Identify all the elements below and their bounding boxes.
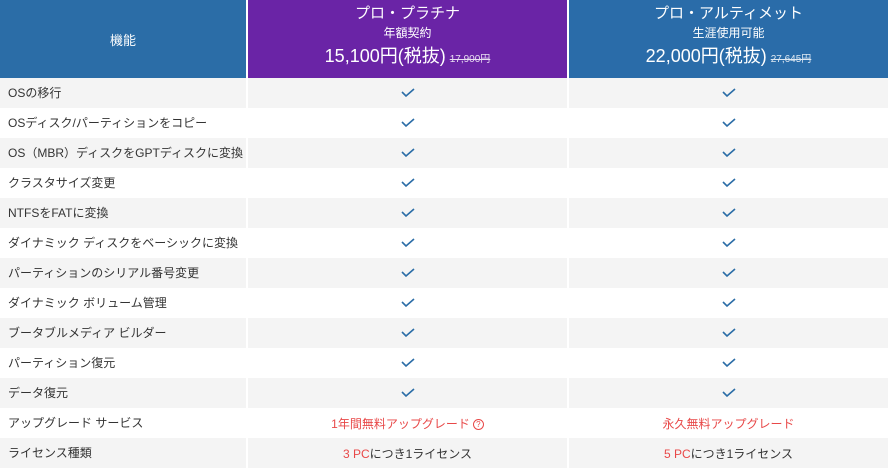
check-icon <box>400 386 415 400</box>
table-row: パーティション復元 <box>0 348 888 378</box>
table-row: OSの移行 <box>0 78 888 108</box>
feature-name: ブータブルメディア ビルダー <box>0 318 248 348</box>
plan-ultimate-header: プロ・アルティメット 生涯使用可能 22,000円(税抜) 27,645円 <box>568 0 888 78</box>
check-icon <box>400 116 415 130</box>
check-icon <box>721 266 736 280</box>
plan-price: 22,000円(税抜) <box>645 46 767 66</box>
check-icon <box>400 236 415 250</box>
check-icon <box>400 146 415 160</box>
feature-name: OSディスク/パーティションをコピー <box>0 108 248 138</box>
check-icon <box>400 176 415 190</box>
check-icon <box>721 386 736 400</box>
table-row-upgrade: アップグレード サービス 1年間無料アップグレード? 永久無料アップグレード <box>0 408 888 438</box>
feature-name: クラスタサイズ変更 <box>0 168 248 198</box>
table-row: NTFSをFATに変換 <box>0 198 888 228</box>
table-row: クラスタサイズ変更 <box>0 168 888 198</box>
feature-name: パーティション復元 <box>0 348 248 378</box>
old-price: 17,900円 <box>449 54 491 65</box>
table-row: ブータブルメディア ビルダー <box>0 318 888 348</box>
pc-count: 3 PC <box>342 446 370 461</box>
check-icon <box>721 326 736 340</box>
check-icon <box>721 296 736 310</box>
table-row: ダイナミック ボリューム管理 <box>0 288 888 318</box>
plan-price: 15,100円(税抜) <box>324 46 446 66</box>
check-icon <box>400 356 415 370</box>
license-text: につき1ライセンス <box>690 446 794 461</box>
plan-platinum-header: プロ・プラチナ 年額契約 15,100円(税抜) 17,900円 <box>247 0 569 78</box>
feature-name: OSの移行 <box>0 78 248 108</box>
check-icon <box>400 326 415 340</box>
ultimate-upgrade: 永久無料アップグレード <box>568 408 888 438</box>
check-icon <box>721 86 736 100</box>
check-icon <box>721 176 736 190</box>
table-row-license: ライセンス種類 3 PCにつき1ライセンス 5 PCにつき1ライセンス <box>0 438 888 468</box>
table-row: OSディスク/パーティションをコピー <box>0 108 888 138</box>
check-icon <box>721 116 736 130</box>
help-icon[interactable]: ? <box>472 418 484 430</box>
feature-name: ダイナミック ディスクをベーシックに変換 <box>0 228 248 258</box>
check-icon <box>721 356 736 370</box>
check-icon <box>721 236 736 250</box>
table-row: ダイナミック ディスクをベーシックに変換 <box>0 228 888 258</box>
check-icon <box>721 206 736 220</box>
feature-name: アップグレード サービス <box>0 408 248 438</box>
plan-term: 生涯使用可能 <box>692 26 765 40</box>
license-text: につき1ライセンス <box>369 446 473 461</box>
platinum-upgrade: 1年間無料アップグレード <box>331 416 470 431</box>
check-icon <box>400 86 415 100</box>
feature-name: NTFSをFATに変換 <box>0 198 248 228</box>
feature-header: 機能 <box>0 0 248 78</box>
feature-name: データ復元 <box>0 378 248 408</box>
old-price: 27,645円 <box>770 54 812 65</box>
check-icon <box>721 146 736 160</box>
table-row: OS（MBR）ディスクをGPTディスクに変換 <box>0 138 888 168</box>
pc-count: 5 PC <box>663 446 691 461</box>
table-row: パーティションのシリアル番号変更 <box>0 258 888 288</box>
plan-term: 年額契約 <box>383 26 432 40</box>
feature-name: OS（MBR）ディスクをGPTディスクに変換 <box>0 138 248 168</box>
check-icon <box>400 206 415 220</box>
feature-name: パーティションのシリアル番号変更 <box>0 258 248 288</box>
check-icon <box>400 296 415 310</box>
feature-name: ダイナミック ボリューム管理 <box>0 288 248 318</box>
feature-name: ライセンス種類 <box>0 438 248 468</box>
table-row: データ復元 <box>0 378 888 408</box>
plan-name: プロ・プラチナ <box>354 5 460 22</box>
check-icon <box>400 266 415 280</box>
plan-name: プロ・アルティメット <box>654 5 803 22</box>
